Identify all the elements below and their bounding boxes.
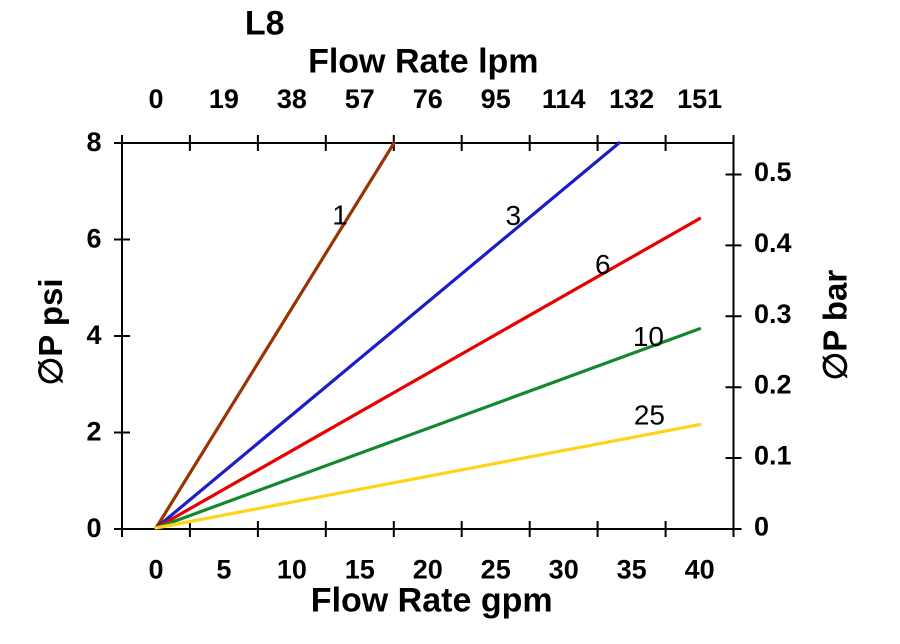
svg-text:0: 0 bbox=[148, 84, 163, 114]
svg-text:0.5: 0.5 bbox=[754, 157, 792, 187]
svg-text:10: 10 bbox=[633, 321, 664, 352]
svg-text:10: 10 bbox=[277, 554, 307, 584]
svg-text:0.4: 0.4 bbox=[754, 228, 792, 258]
svg-text:38: 38 bbox=[277, 84, 307, 114]
svg-text:76: 76 bbox=[413, 84, 443, 114]
svg-text:∅P psi: ∅P psi bbox=[32, 278, 69, 385]
svg-text:114: 114 bbox=[542, 84, 586, 114]
svg-text:∅P bar: ∅P bar bbox=[817, 270, 854, 381]
svg-text:20: 20 bbox=[413, 554, 443, 584]
svg-text:L8: L8 bbox=[245, 5, 285, 43]
svg-text:35: 35 bbox=[617, 554, 647, 584]
svg-text:1: 1 bbox=[332, 200, 348, 231]
svg-text:3: 3 bbox=[506, 200, 522, 231]
svg-text:5: 5 bbox=[216, 554, 231, 584]
svg-text:95: 95 bbox=[481, 84, 511, 114]
svg-text:0: 0 bbox=[148, 554, 163, 584]
svg-text:Flow Rate lpm: Flow Rate lpm bbox=[308, 43, 538, 81]
svg-text:6: 6 bbox=[86, 224, 101, 254]
svg-text:151: 151 bbox=[677, 84, 722, 114]
svg-text:0.2: 0.2 bbox=[754, 370, 792, 400]
svg-text:25: 25 bbox=[634, 400, 665, 431]
svg-text:19: 19 bbox=[209, 84, 239, 114]
svg-text:30: 30 bbox=[549, 554, 579, 584]
svg-text:0: 0 bbox=[754, 512, 769, 542]
svg-text:40: 40 bbox=[685, 554, 715, 584]
svg-text:2: 2 bbox=[86, 417, 101, 447]
svg-text:15: 15 bbox=[345, 554, 375, 584]
svg-text:0.1: 0.1 bbox=[754, 441, 792, 471]
svg-text:25: 25 bbox=[481, 554, 511, 584]
svg-text:4: 4 bbox=[86, 320, 101, 350]
svg-text:0.3: 0.3 bbox=[754, 299, 792, 329]
svg-text:6: 6 bbox=[595, 249, 611, 280]
svg-text:132: 132 bbox=[609, 84, 654, 114]
svg-text:Flow Rate gpm: Flow Rate gpm bbox=[311, 582, 553, 620]
svg-text:57: 57 bbox=[345, 84, 375, 114]
svg-text:0: 0 bbox=[86, 513, 101, 543]
svg-text:8: 8 bbox=[86, 127, 101, 157]
